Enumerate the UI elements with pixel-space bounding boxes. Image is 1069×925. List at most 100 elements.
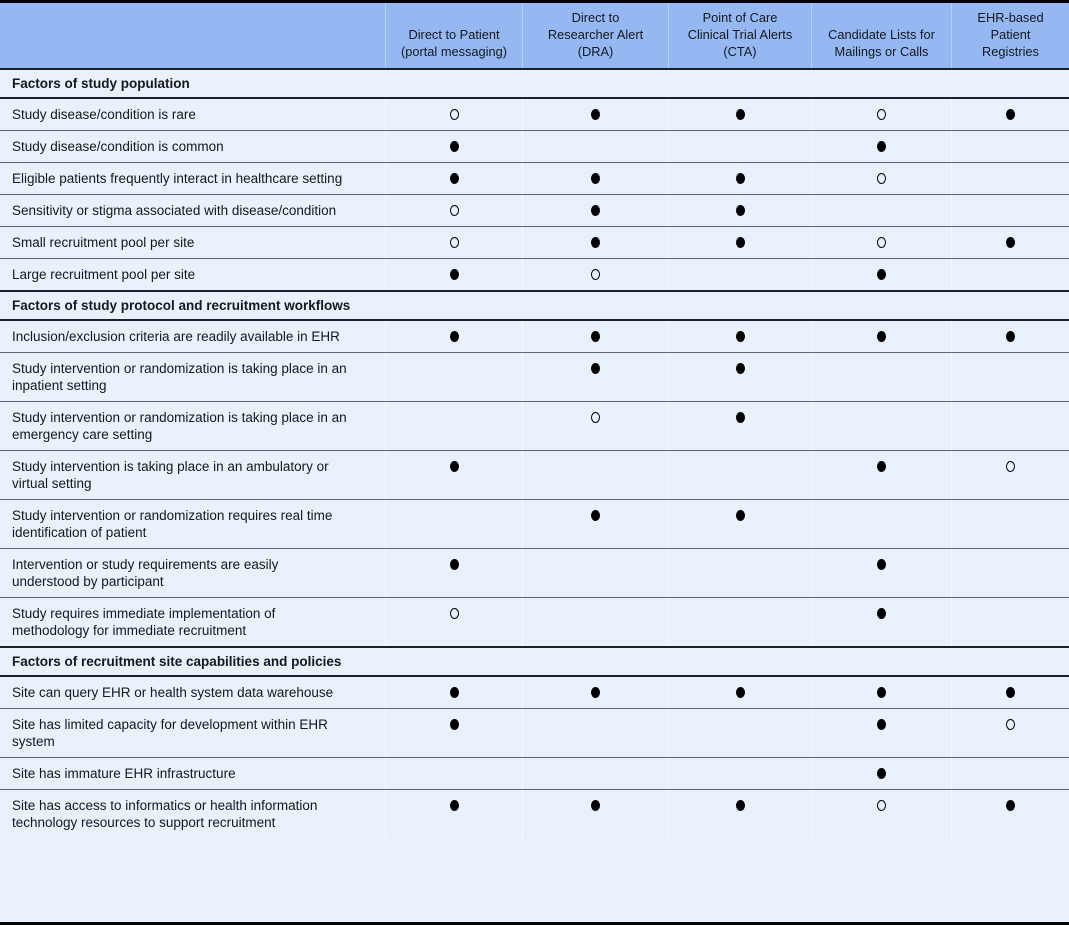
row-label: Study intervention or randomization requ… — [12, 508, 333, 540]
column-header-candidate-lists: Candidate Lists for Mailings or Calls — [811, 3, 951, 68]
matrix-cell — [811, 549, 951, 597]
open-circle-icon — [877, 173, 886, 184]
table-row: Study intervention or randomization is t… — [0, 352, 1069, 401]
matrix-cell — [385, 195, 522, 226]
row-label: Intervention or study requirements are e… — [12, 557, 279, 589]
matrix-cell — [811, 195, 951, 226]
matrix-cell — [668, 99, 811, 130]
filled-circle-icon — [735, 687, 745, 698]
filled-circle-icon — [591, 510, 600, 521]
table-row: Eligible patients frequently interact in… — [0, 162, 1069, 194]
matrix-cell — [522, 758, 668, 789]
matrix-cell — [385, 500, 522, 548]
filled-circle-icon — [449, 800, 459, 811]
matrix-cell — [668, 709, 811, 757]
filled-circle-icon — [449, 173, 459, 184]
matrix-cell — [951, 163, 1069, 194]
filled-circle-icon — [877, 768, 886, 779]
matrix-cell — [668, 131, 811, 162]
matrix-cell — [951, 195, 1069, 226]
matrix-cell — [811, 451, 951, 499]
column-header-direct-to-researcher-alert: Direct to Researcher Alert (DRA) — [522, 3, 668, 68]
filled-circle-icon — [449, 331, 459, 342]
row-label: Study intervention or randomization is t… — [12, 410, 347, 442]
matrix-cell — [811, 321, 951, 352]
matrix-cell — [522, 790, 668, 838]
column-header-point-of-care-cta: Point of Care Clinical Trial Alerts (CTA… — [668, 3, 811, 68]
filled-circle-icon — [449, 461, 459, 472]
open-circle-icon — [449, 608, 459, 619]
matrix-cell — [668, 549, 811, 597]
matrix-cell — [385, 353, 522, 401]
matrix-cell — [951, 709, 1069, 757]
filled-circle-icon — [735, 173, 745, 184]
filled-circle-icon — [1006, 237, 1015, 248]
table-header-row: Direct to Patient (portal messaging) Dir… — [0, 3, 1069, 68]
filled-circle-icon — [449, 719, 459, 730]
filled-circle-icon — [735, 510, 745, 521]
matrix-cell — [385, 259, 522, 290]
filled-circle-icon — [449, 269, 459, 280]
matrix-cell — [951, 259, 1069, 290]
matrix-cell — [951, 99, 1069, 130]
matrix-cell — [668, 451, 811, 499]
matrix-cell — [668, 402, 811, 450]
table-row: Intervention or study requirements are e… — [0, 548, 1069, 597]
matrix-cell — [951, 451, 1069, 499]
matrix-cell — [811, 402, 951, 450]
matrix-cell — [668, 227, 811, 258]
filled-circle-icon — [735, 363, 745, 374]
filled-circle-icon — [877, 269, 886, 280]
column-header-direct-to-patient: Direct to Patient (portal messaging) — [385, 3, 522, 68]
open-circle-icon — [449, 109, 459, 120]
matrix-cell — [951, 131, 1069, 162]
matrix-cell — [522, 353, 668, 401]
matrix-cell — [811, 131, 951, 162]
matrix-cell — [668, 163, 811, 194]
filled-circle-icon — [877, 331, 886, 342]
filled-circle-icon — [591, 687, 600, 698]
matrix-cell — [811, 99, 951, 130]
row-label: Study intervention or randomization is t… — [12, 361, 347, 393]
filled-circle-icon — [877, 687, 886, 698]
matrix-cell — [385, 163, 522, 194]
matrix-cell — [385, 227, 522, 258]
matrix-cell — [811, 598, 951, 646]
filled-circle-icon — [877, 141, 886, 152]
matrix-cell — [522, 227, 668, 258]
filled-circle-icon — [877, 461, 886, 472]
filled-circle-icon — [591, 109, 600, 120]
matrix-cell — [668, 195, 811, 226]
matrix-cell — [951, 353, 1069, 401]
row-label: Site can query EHR or health system data… — [12, 685, 334, 700]
matrix-cell — [522, 402, 668, 450]
table-row: Study requires immediate implementation … — [0, 597, 1069, 646]
row-label: Small recruitment pool per site — [12, 235, 195, 250]
filled-circle-icon — [735, 412, 745, 423]
table-row: Inclusion/exclusion criteria are readily… — [0, 321, 1069, 352]
row-label: Eligible patients frequently interact in… — [12, 171, 343, 186]
table-row: Study intervention or randomization is t… — [0, 401, 1069, 450]
filled-circle-icon — [449, 141, 459, 152]
matrix-cell — [811, 677, 951, 708]
matrix-cell — [811, 758, 951, 789]
filled-circle-icon — [591, 205, 600, 216]
matrix-cell — [385, 131, 522, 162]
filled-circle-icon — [1006, 800, 1015, 811]
filled-circle-icon — [449, 687, 459, 698]
matrix-cell — [385, 709, 522, 757]
matrix-cell — [951, 402, 1069, 450]
filled-circle-icon — [877, 608, 886, 619]
filled-circle-icon — [735, 800, 745, 811]
matrix-cell — [522, 500, 668, 548]
open-circle-icon — [591, 269, 600, 280]
matrix-cell — [811, 790, 951, 838]
filled-circle-icon — [591, 173, 600, 184]
matrix-cell — [811, 709, 951, 757]
open-circle-icon — [877, 237, 886, 248]
matrix-cell — [951, 677, 1069, 708]
table-row: Small recruitment pool per site — [0, 226, 1069, 258]
matrix-cell — [811, 259, 951, 290]
filled-circle-icon — [449, 559, 459, 570]
matrix-cell — [811, 227, 951, 258]
